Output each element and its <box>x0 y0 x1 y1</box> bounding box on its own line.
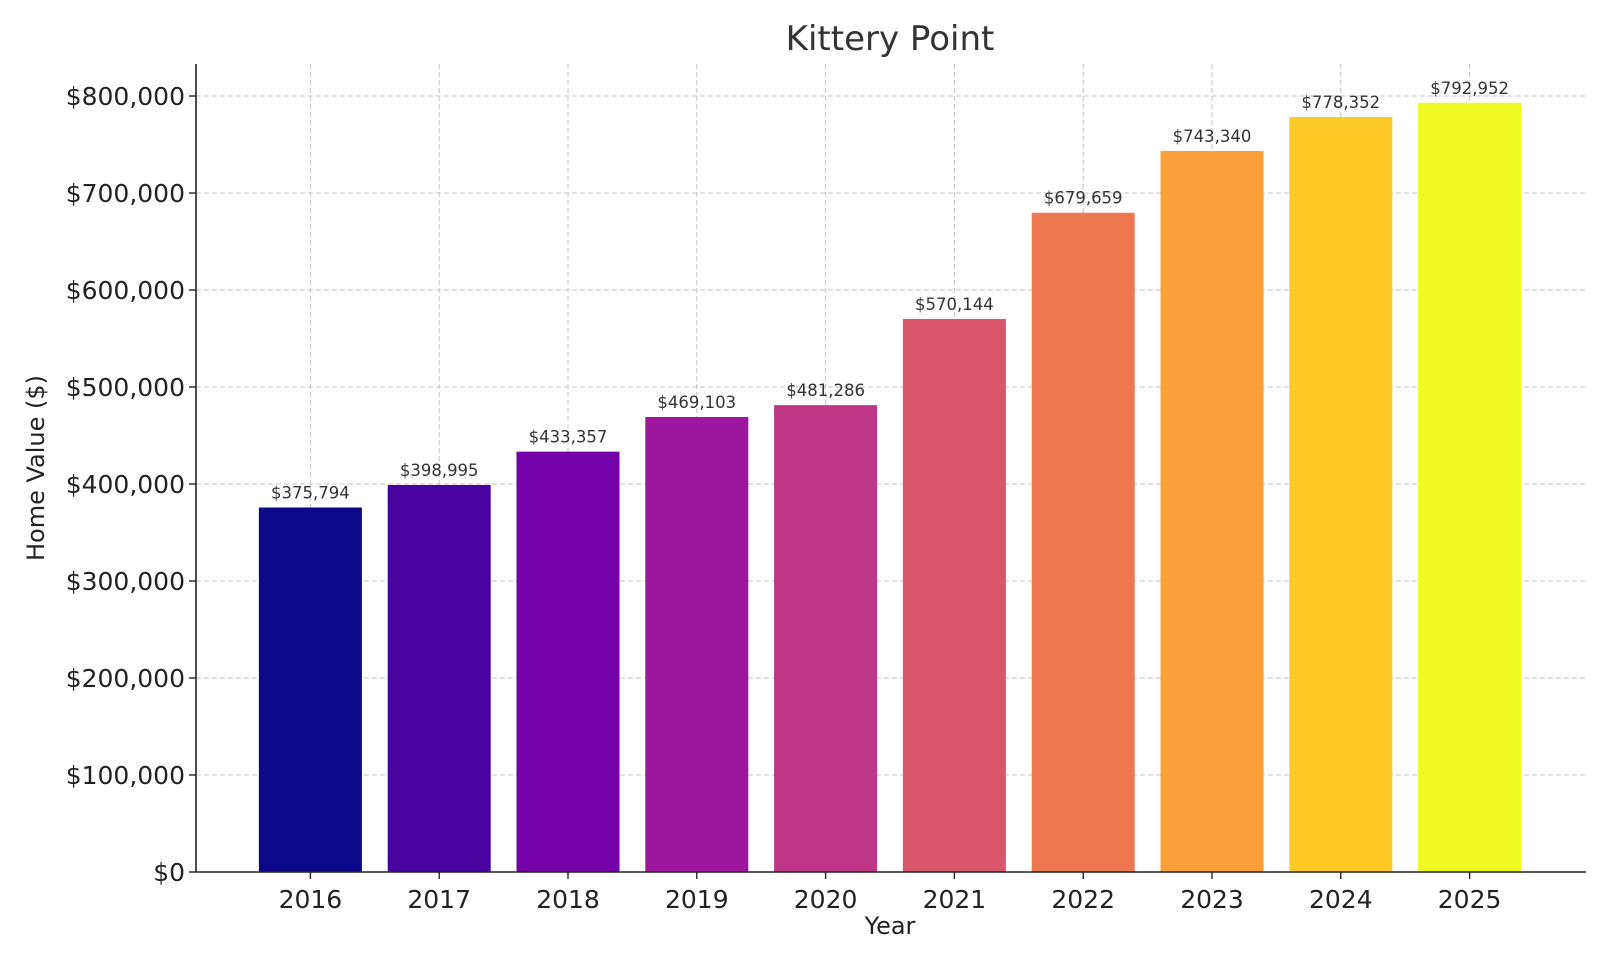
y-tick-label: $800,000 <box>66 82 185 111</box>
data-label-2020: $481,286 <box>786 381 865 400</box>
y-tick-label: $500,000 <box>66 373 185 402</box>
bar-2023 <box>1160 150 1264 872</box>
data-label-2017: $398,995 <box>400 461 479 480</box>
axes <box>195 64 1586 873</box>
x-tick-label-2023: 2023 <box>1180 885 1244 914</box>
data-label-2025: $792,952 <box>1430 79 1509 98</box>
bar-2024 <box>1289 117 1393 872</box>
x-tick-label-2024: 2024 <box>1309 885 1373 914</box>
bar-2020 <box>774 405 878 872</box>
data-label-2023: $743,340 <box>1173 127 1252 146</box>
x-tick-labels: 2016 2017 2018 2019 2020 2021 2022 2023 2024 2025 <box>279 872 1502 914</box>
x-tick-label-2016: 2016 <box>279 885 343 914</box>
x-tick-label-2025: 2025 <box>1438 885 1502 914</box>
bar-2018 <box>516 451 620 872</box>
data-label-2018: $433,357 <box>529 428 608 447</box>
y-tick-label: $200,000 <box>66 664 185 693</box>
y-axis-label: Home Value ($) <box>22 375 50 561</box>
data-labels: $375,794 $398,995 $433,357 $469,103 $481,286… <box>271 79 1509 503</box>
x-tick-label-2020: 2020 <box>794 885 858 914</box>
bar-2022 <box>1031 212 1135 873</box>
data-label-2019: $469,103 <box>657 393 736 412</box>
bar-2016 <box>258 507 362 872</box>
y-tick-label: $300,000 <box>66 567 185 596</box>
x-tick-label-2022: 2022 <box>1051 885 1115 914</box>
bar-2021 <box>902 318 1006 872</box>
data-label-2022: $679,659 <box>1044 189 1123 208</box>
x-tick-label-2021: 2021 <box>923 885 987 914</box>
data-label-2024: $778,352 <box>1301 93 1380 112</box>
data-label-2016: $375,794 <box>271 483 350 502</box>
y-tick-label: $0 <box>153 858 185 887</box>
y-tick-label: $600,000 <box>66 276 185 305</box>
x-tick-label-2019: 2019 <box>665 885 729 914</box>
bar-2019 <box>645 416 749 872</box>
chart-title: Kittery Point <box>786 19 995 59</box>
data-label-2021: $570,144 <box>915 295 994 314</box>
y-tick-label: $400,000 <box>66 470 185 499</box>
y-tick-label: $100,000 <box>66 761 185 790</box>
bar-2017 <box>387 484 491 872</box>
bar-2025 <box>1418 102 1522 873</box>
y-tick-label: $700,000 <box>66 179 185 208</box>
x-axis-label: Year <box>864 912 916 940</box>
bars <box>258 102 1522 873</box>
y-tick-labels: $0 $100,000 $200,000 $300,000 $400,000 $500,0… <box>66 82 196 887</box>
x-tick-label-2017: 2017 <box>407 885 471 914</box>
x-tick-label-2018: 2018 <box>536 885 600 914</box>
